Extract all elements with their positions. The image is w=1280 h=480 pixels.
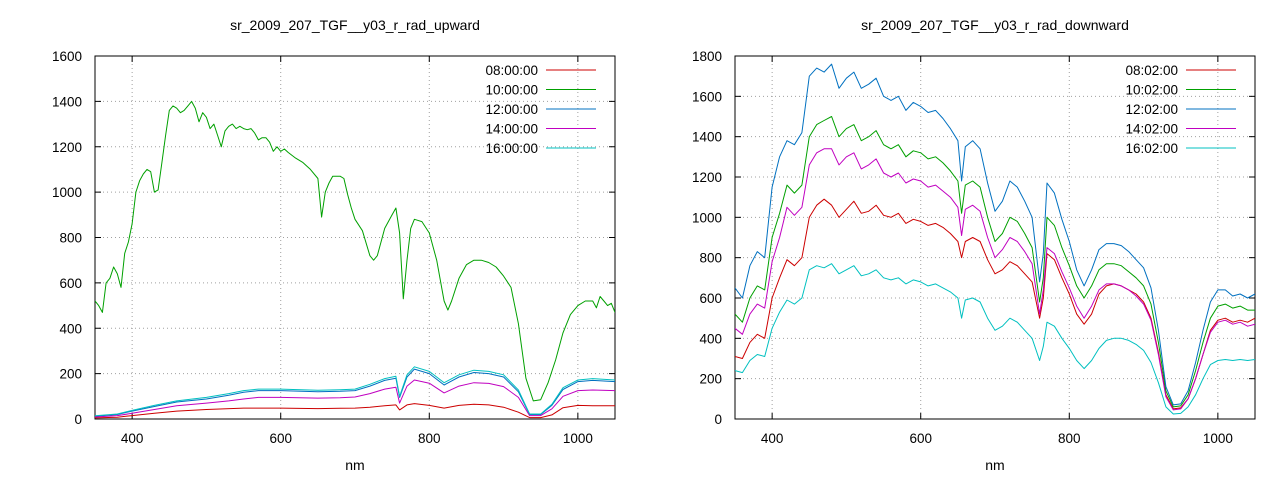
- series-line-100200: [735, 116, 1255, 408]
- chart-2: sr_2009_207_TGF__y03_r_rad_downward 400 60…: [692, 17, 1256, 473]
- y-tick-label: 1400: [52, 94, 82, 109]
- plot-frame: [734, 55, 1256, 420]
- x-tick-label: 600: [909, 431, 932, 446]
- y-tick-label: 0: [714, 412, 722, 427]
- y-tick-label: 200: [699, 372, 722, 387]
- legend-label: 12:00:00: [485, 102, 538, 117]
- legend: 08:02:00 10:02:00 12:02:00 14:02:00 16:02:00: [1125, 63, 1236, 156]
- y-tick-label: 1200: [52, 140, 82, 155]
- legend: 08:00:00 10:00:00 12:00:00 14:00:00 16:00:00: [485, 63, 596, 156]
- legend-label: 08:02:00: [1125, 63, 1178, 78]
- chart-title: sr_2009_207_TGF__y03_r_rad_downward: [861, 17, 1129, 33]
- chart-1: sr_2009_207_TGF__y03_r_rad_upward 400 600 8…: [52, 17, 616, 473]
- y-tick-label: 600: [699, 291, 722, 306]
- x-tick-label: 400: [761, 431, 784, 446]
- x-tick-label: 1000: [563, 431, 593, 446]
- series-line-140200: [735, 148, 1255, 411]
- y-tick-label: 800: [699, 251, 722, 266]
- series-line-160200: [735, 263, 1255, 415]
- legend-label: 10:02:00: [1125, 83, 1178, 98]
- y-tick-label: 1600: [52, 49, 82, 64]
- y-tick-label: 1800: [692, 49, 722, 64]
- y-tick-label: 1400: [692, 130, 722, 145]
- y-tick-label: 1600: [692, 89, 722, 104]
- legend-label: 14:00:00: [485, 122, 538, 137]
- x-axis-label: nm: [345, 457, 364, 473]
- y-tick-label: 1200: [692, 170, 722, 185]
- series-line-100000: [95, 100, 615, 402]
- x-tick-label: 400: [121, 431, 144, 446]
- legend-label: 14:02:00: [1125, 122, 1178, 137]
- x-tick-label: 800: [1058, 431, 1081, 446]
- y-tick-label: 0: [74, 412, 82, 427]
- x-axis-label: nm: [985, 457, 1004, 473]
- legend-label: 10:00:00: [485, 83, 538, 98]
- series-line-160000: [95, 366, 615, 417]
- x-tick-label: 800: [418, 431, 441, 446]
- legend-label: 08:00:00: [485, 63, 538, 78]
- legend-label: 12:02:00: [1125, 102, 1178, 117]
- series-line-080000: [95, 403, 615, 419]
- series-line-120000: [95, 368, 615, 417]
- chart-title: sr_2009_207_TGF__y03_r_rad_upward: [230, 17, 480, 33]
- y-tick-label: 400: [699, 331, 722, 346]
- y-tick-label: 800: [59, 231, 82, 246]
- y-tick-label: 200: [59, 367, 82, 382]
- series-line-140000: [95, 379, 615, 418]
- x-tick-label: 600: [269, 431, 292, 446]
- y-tick-label: 1000: [52, 185, 82, 200]
- legend-label: 16:00:00: [485, 141, 538, 156]
- y-tick-label: 1000: [692, 210, 722, 225]
- series-line-120200: [735, 63, 1255, 406]
- y-tick-label: 600: [59, 276, 82, 291]
- series-line-080200: [735, 198, 1255, 410]
- legend-label: 16:02:00: [1125, 141, 1178, 156]
- x-tick-label: 1000: [1203, 431, 1233, 446]
- y-tick-label: 400: [59, 321, 82, 336]
